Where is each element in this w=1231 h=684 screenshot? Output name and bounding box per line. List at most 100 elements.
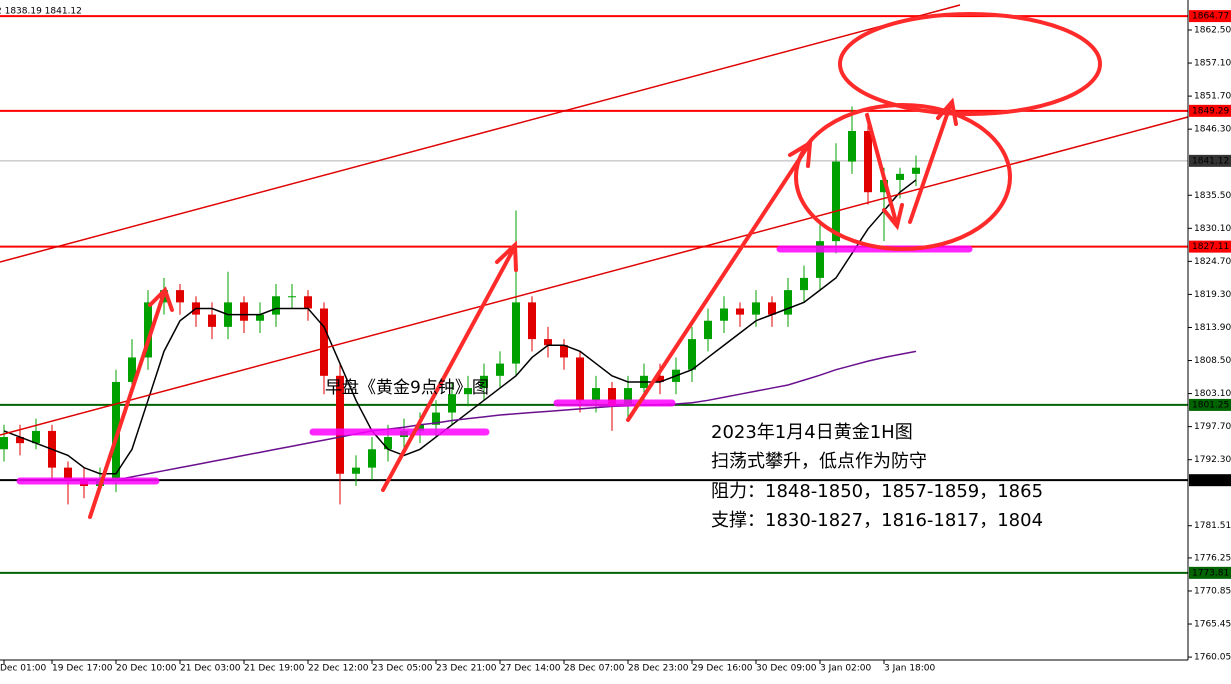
x-tick-label: 23 Dec 05:00 [372,664,433,674]
candle-body [656,375,664,382]
price-level-label: 1773.81 [1192,568,1229,578]
candle-body [720,308,728,321]
y-tick-label: 1808.50 [1194,356,1231,366]
candle-body [256,314,264,321]
price-level-label: 1801.25 [1192,400,1229,410]
candle-body [496,363,504,376]
candle-body [592,388,600,401]
candle-body [432,412,440,425]
price-level-box [1189,566,1231,579]
candle-body [480,375,488,389]
x-tick-label: 21 Dec 19:00 [244,664,305,674]
price-level-box [1189,240,1231,253]
candle-body [144,302,152,358]
x-tick-label: 29 Dec 16:00 [692,664,753,674]
y-tick-label: 1797.70 [1194,422,1231,432]
y-tick-label: 1765.45 [1194,620,1231,630]
candle-body [864,130,872,193]
price-level-label: 1864.77 [1192,12,1229,22]
y-tick-label: 1862.50 [1194,25,1231,35]
candle-body [384,437,392,450]
candle-body [848,130,856,162]
candle-body [512,302,520,364]
candle-body [768,302,776,315]
candle-body [544,339,552,346]
candle-body [32,430,40,444]
x-tick-label: 28 Dec 07:00 [564,664,625,674]
price-level-label: 1827.11 [1192,242,1229,252]
moving-average [3,179,917,475]
watermark: 早盘《黄金9点钟》图 [325,378,489,398]
y-tick-label: 1760.05 [1194,653,1231,663]
candle-body [752,302,760,315]
candle-body [608,388,616,407]
x-tick-label: 28 Dec 23:00 [628,664,689,674]
candle-body [736,308,744,315]
header-text: 2 1838.19 1841.12 [0,7,82,17]
channel-line [0,4,961,263]
y-tick-label: 1781.51 [1194,521,1231,531]
candle-body [320,308,328,376]
channel-line [0,116,1189,436]
candle-body [832,161,840,242]
candle-body [288,296,296,298]
candle-body [176,290,184,303]
x-tick-label: 20 Dec 10:00 [116,664,177,674]
y-tick-label: 1813.90 [1194,323,1231,333]
price-level-box [1189,398,1231,411]
price-level-label: 1788.95 [1192,476,1229,486]
candle-body [304,296,312,309]
annotation: 扫荡式攀升，低点作为防守 [711,451,927,472]
x-tick-label: 3 Jan 18:00 [884,664,936,674]
arrow [88,286,174,519]
candle-body [416,424,424,431]
candle-body [16,437,24,444]
y-tick-label: 1770.85 [1194,586,1231,596]
support-marks [16,245,973,485]
candle-body [688,339,696,370]
y-tick-label: 1830.10 [1194,224,1231,234]
y-tick-label: 1846.30 [1194,125,1231,135]
arrow [865,113,904,231]
x-tick-label: 22 Dec 12:00 [308,664,369,674]
annotation: 阻力：1848-1850，1857-1859，1865 [711,481,1043,502]
price-level-label: 1841.12 [1192,156,1229,166]
y-tick-label: 1857.10 [1194,59,1231,69]
candle-body [880,179,888,193]
x-tick-label: 3 Jan 02:00 [820,664,872,674]
price-level-box [1189,474,1231,487]
x-tick-label: 30 Dec 09:00 [756,664,817,674]
candle-body [64,467,72,480]
candle-body [784,290,792,315]
candle-body [272,296,280,315]
candle-body [128,357,136,382]
price-level-box [1189,10,1231,23]
target-ellipse [794,103,1012,251]
candle-body [528,302,536,340]
candle-body [336,375,344,474]
candle-body [112,381,120,480]
y-tick-label: 1835.50 [1194,191,1231,201]
x-tick-label: 19 Dec 17:00 [52,664,113,674]
drawings [0,4,1189,519]
candle-body [0,437,8,450]
candle-body [800,277,808,291]
candle-body [448,394,456,413]
candles [0,106,920,505]
candle-body [896,173,904,180]
y-tick-label: 1803.10 [1194,389,1231,399]
annotation-title: 2023年1月4日黄金1H图 [711,422,913,443]
y-tick-label: 1776.25 [1194,553,1231,563]
candle-body [624,388,632,407]
candle-body [704,320,712,340]
candle-body [240,302,248,321]
y-tick-label: 1819.30 [1194,290,1231,300]
x-tick-label: 27 Dec 14:00 [500,664,561,674]
arrow [381,240,518,492]
candle-body [352,467,360,474]
axes: 1862.50 1857.10 1851.70 1846.30 1835.50 1830.… [0,10,1231,674]
moving-average [115,350,917,481]
price-level-label: 1849.29 [1192,106,1229,116]
